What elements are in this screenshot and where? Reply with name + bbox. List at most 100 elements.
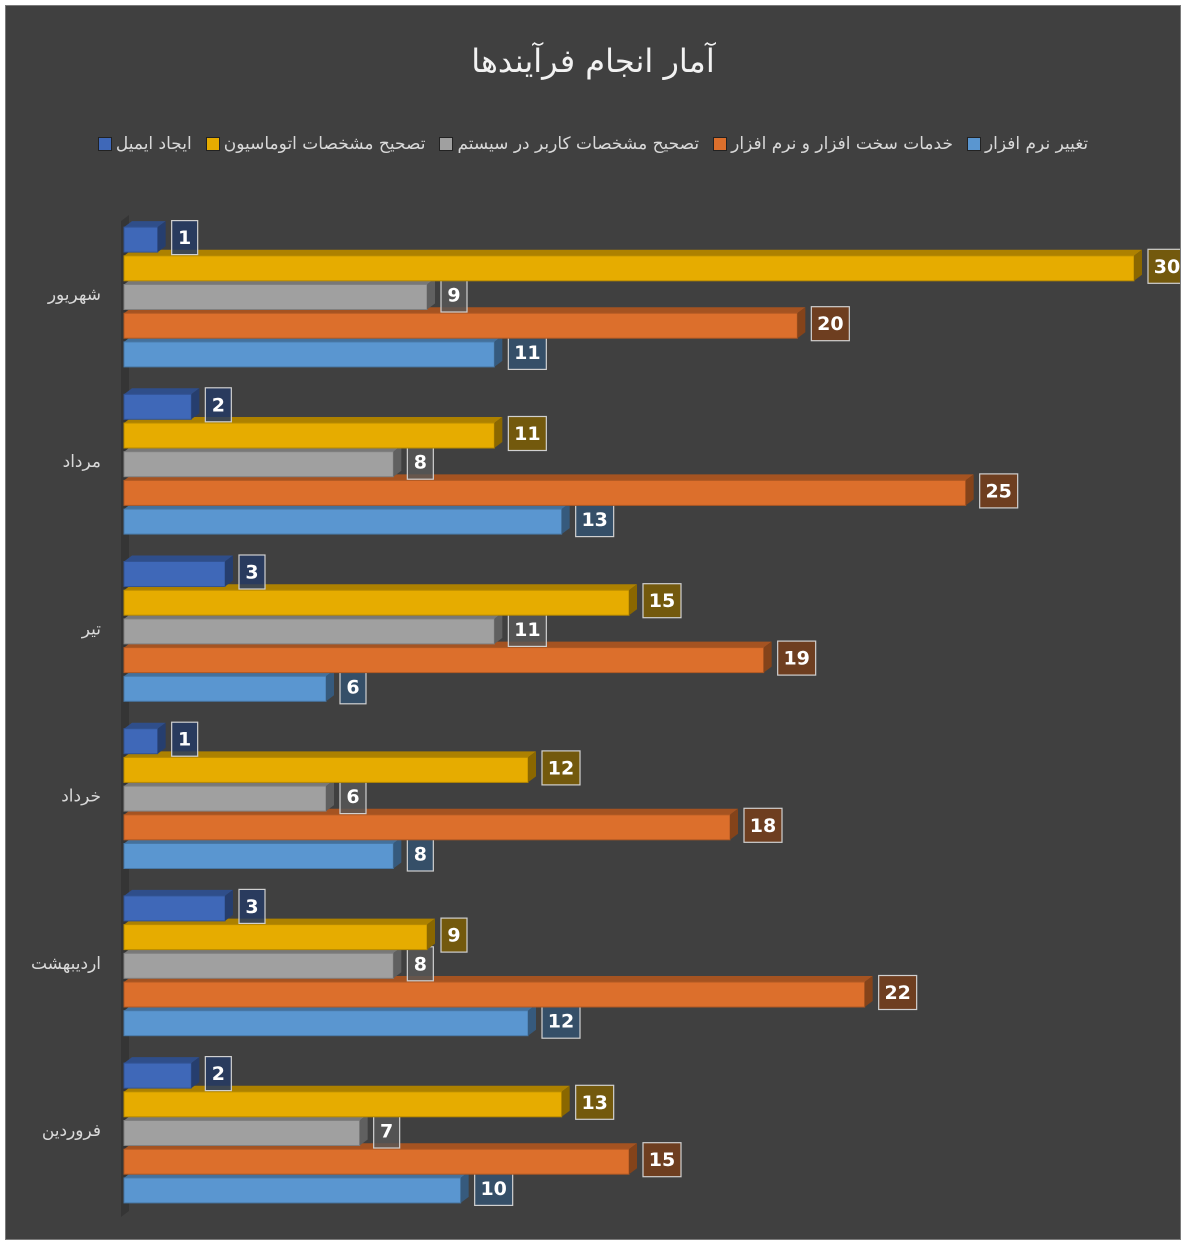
- bar-side: [393, 445, 402, 477]
- bar-front: [123, 728, 159, 755]
- data-label-box: [575, 502, 615, 538]
- data-label: 7: [380, 1121, 393, 1143]
- bar-side: [393, 837, 402, 869]
- data-label-box: [406, 946, 434, 982]
- bar-side: [359, 1114, 368, 1146]
- bar-side: [191, 388, 200, 420]
- bar-front: [123, 508, 563, 535]
- data-label: 20: [817, 313, 843, 335]
- data-label: 2: [212, 1063, 225, 1085]
- data-label-box: [878, 974, 918, 1011]
- bar: [123, 751, 536, 783]
- bar: [123, 1114, 368, 1146]
- data-label-box: [406, 836, 434, 872]
- bar-side: [460, 1171, 469, 1203]
- bar-top: [124, 889, 233, 896]
- data-label: 10: [480, 1178, 506, 1200]
- bar-front: [123, 589, 630, 616]
- legend-label: تصحیح مشخصات کاربر در سیستم: [457, 134, 700, 154]
- data-label: 11: [514, 619, 540, 641]
- data-label: 9: [447, 285, 460, 307]
- bar-front: [123, 1177, 462, 1204]
- data-label-box: [204, 387, 232, 423]
- bar-front: [123, 924, 428, 951]
- bar: [123, 947, 402, 979]
- bar-front: [123, 341, 495, 368]
- bar-front: [123, 284, 428, 310]
- bar: [123, 722, 166, 755]
- bar-side: [763, 641, 772, 673]
- data-label: 8: [414, 953, 427, 975]
- bar-front: [123, 785, 327, 812]
- legend-swatch: [439, 137, 454, 151]
- bar: [123, 1171, 469, 1204]
- legend-swatch: [966, 137, 981, 151]
- bar: [123, 584, 637, 616]
- bar-top: [124, 388, 200, 395]
- bar: [123, 1004, 536, 1037]
- bar-top: [124, 249, 1142, 256]
- data-label: 30: [1154, 256, 1180, 278]
- data-label-box: [507, 334, 547, 370]
- bar-side: [965, 474, 974, 506]
- legend-item: تغییر نرم افزار: [966, 134, 1089, 154]
- bar-side: [561, 503, 570, 535]
- bar-side: [494, 612, 503, 644]
- legend-swatch: [713, 137, 728, 151]
- bar-top: [124, 555, 233, 562]
- data-label: 25: [985, 480, 1011, 502]
- plot: فروردین10157132اردیبهشت1222893خرداد81861…: [31, 215, 1180, 1217]
- legend: تغییر نرم افزار خدمات سخت افزار و نرم افز…: [6, 134, 1180, 154]
- bar-side: [427, 918, 435, 950]
- bar: [123, 780, 334, 812]
- bar-side: [326, 780, 334, 812]
- bar-side: [797, 307, 806, 339]
- data-label-box: [406, 444, 434, 480]
- data-label-box: [238, 888, 266, 925]
- data-label: 1: [178, 729, 191, 751]
- data-label: 12: [548, 757, 574, 779]
- bar: [123, 221, 166, 253]
- data-label: 13: [581, 1092, 607, 1114]
- data-label-box: [743, 807, 783, 843]
- data-label-box: [575, 1084, 615, 1120]
- bar-front: [123, 1010, 529, 1037]
- bar-front: [123, 393, 192, 420]
- data-label: 15: [649, 1149, 675, 1171]
- data-label: 8: [414, 452, 427, 474]
- bar-side: [191, 1057, 200, 1089]
- data-label: 22: [884, 982, 910, 1004]
- bar-front: [123, 952, 394, 979]
- bar-top: [124, 722, 166, 729]
- bar-side: [326, 670, 334, 702]
- category-label: خرداد: [61, 787, 101, 807]
- data-label-box: [440, 277, 468, 313]
- data-label: 18: [750, 815, 776, 837]
- data-label: 11: [514, 423, 540, 445]
- bar-front: [123, 226, 159, 253]
- data-label: 13: [581, 509, 607, 531]
- bar-top: [124, 751, 536, 758]
- data-label-box: [541, 1003, 581, 1039]
- bar-front: [123, 618, 495, 645]
- bar-side: [864, 976, 873, 1007]
- bar-side: [528, 751, 536, 783]
- data-label-box: [777, 640, 817, 676]
- bar-front: [123, 451, 394, 478]
- bar: [123, 335, 503, 368]
- bar-side: [225, 889, 233, 921]
- bar-front: [123, 422, 495, 449]
- bar-front: [123, 561, 226, 587]
- bar: [123, 249, 1142, 282]
- data-label-box: [642, 583, 682, 619]
- data-label-box: [171, 721, 199, 757]
- data-label-box: [339, 669, 367, 705]
- legend-label: تغییر نرم افزار: [984, 134, 1089, 154]
- bar: [123, 1143, 637, 1175]
- data-label-box: [541, 750, 581, 786]
- bar-side: [629, 584, 637, 616]
- bar: [123, 976, 873, 1008]
- bar: [123, 641, 772, 674]
- legend-swatch: [97, 137, 112, 151]
